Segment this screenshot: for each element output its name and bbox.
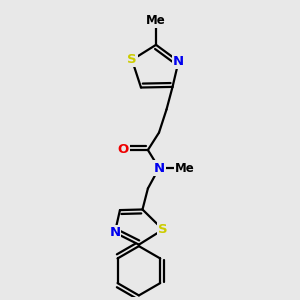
- Text: Me: Me: [175, 161, 194, 175]
- Text: N: N: [154, 161, 165, 175]
- Text: S: S: [158, 223, 168, 236]
- Text: S: S: [127, 53, 137, 66]
- Text: N: N: [173, 55, 184, 68]
- Text: O: O: [117, 143, 129, 157]
- Text: Me: Me: [146, 14, 166, 27]
- Text: N: N: [109, 226, 120, 239]
